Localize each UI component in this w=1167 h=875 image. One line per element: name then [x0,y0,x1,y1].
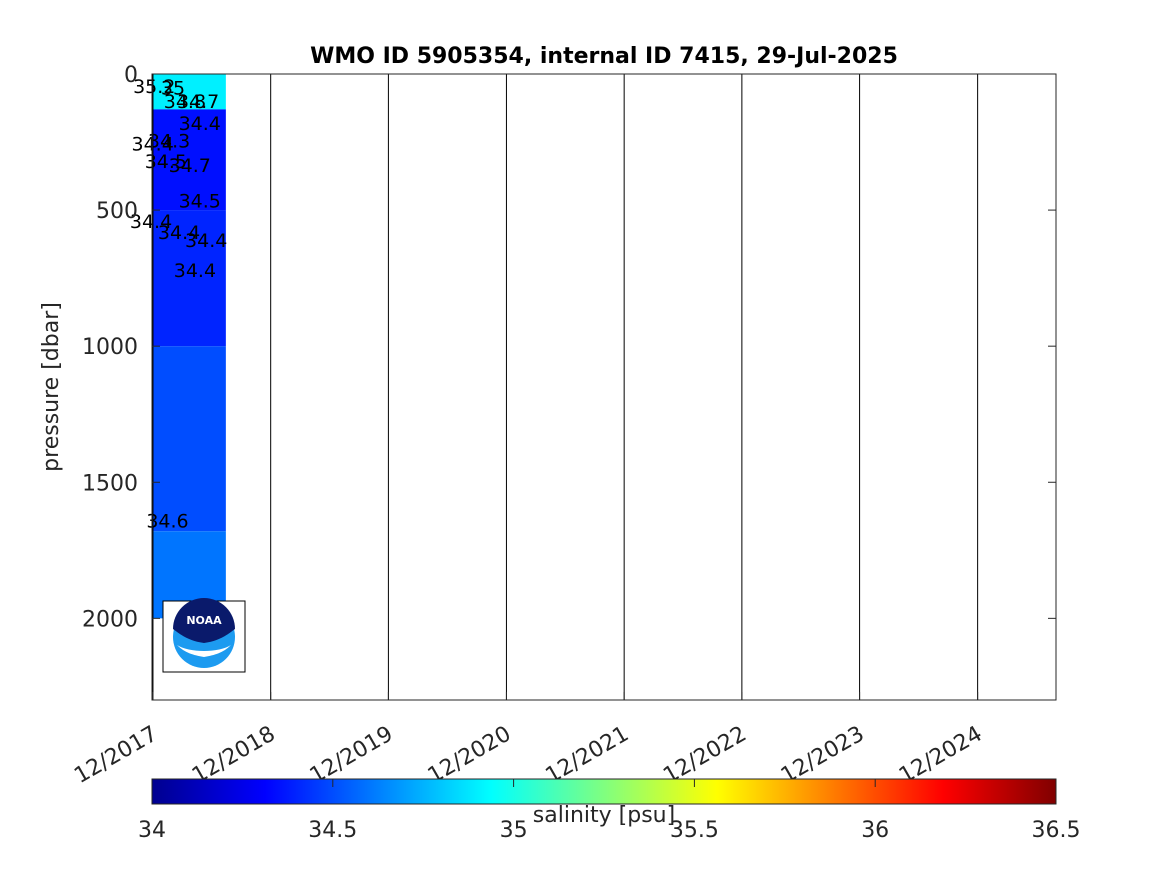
salinity-layer [152,109,226,211]
chart-title: WMO ID 5905354, internal ID 7415, 29-Jul… [310,44,898,69]
contour-label: 34.7 [177,91,219,113]
colorbar-tick-label: 36 [861,818,889,843]
y-tick-label: 0 [124,63,138,88]
contour-label: 34.5 [179,191,221,213]
y-axis-label: pressure [dbar] [39,302,64,472]
colorbar-label: salinity [psu] [533,803,675,828]
y-tick-label: 500 [96,199,138,224]
x-gridlines [152,74,979,700]
colorbar-tick-label: 35 [500,818,528,843]
colorbar-tick-label: 36.5 [1032,818,1081,843]
contour-label: 34.4 [158,222,200,244]
salinity-layer [152,74,226,110]
y-tick-label: 1500 [82,471,138,496]
contour-label: 34.4 [174,260,216,282]
colorbar-tick-label: 34 [138,818,166,843]
contour-label: 34.5 [145,151,187,173]
salinity-layer [152,346,226,532]
plot-frame [151,73,1057,701]
contour-label: 35 [161,78,185,100]
contour-labels: 35.23534.834.734.434.434.334.534.734.534… [130,76,227,532]
colorbar [151,778,1057,805]
salinity-layer [152,210,226,347]
x-tick-label: 12/2017 [70,722,162,789]
contour-label: 34.4 [185,230,227,252]
contour-label: 34.7 [169,155,211,177]
x-axis: 12/2017 12/2018 12/2019 12/2020 12/2021 12/20… [70,692,987,789]
y-tick-label: 2000 [82,607,138,632]
contour-label: 34.6 [146,510,188,532]
colorbar-ticks: 34 34.5 35 35.5 36 36.5 [138,779,1080,843]
colorbar-tick-label: 35.5 [670,818,719,843]
contour-label: 34.4 [131,133,173,155]
noaa-logo-text: NOAA [186,614,222,627]
contour-label: 35.2 [133,76,175,98]
contour-label: 34.8 [164,91,206,113]
contour-label: 34.4 [179,113,221,135]
y-axis: 0 500 1000 1500 2000 [82,63,1056,632]
y-tick-label: 1000 [82,335,138,360]
noaa-logo: NOAA [162,598,246,673]
contour-label: 34.3 [148,131,190,153]
colorbar-tick-label: 34.5 [308,818,357,843]
contour-label: 34.4 [130,211,172,233]
